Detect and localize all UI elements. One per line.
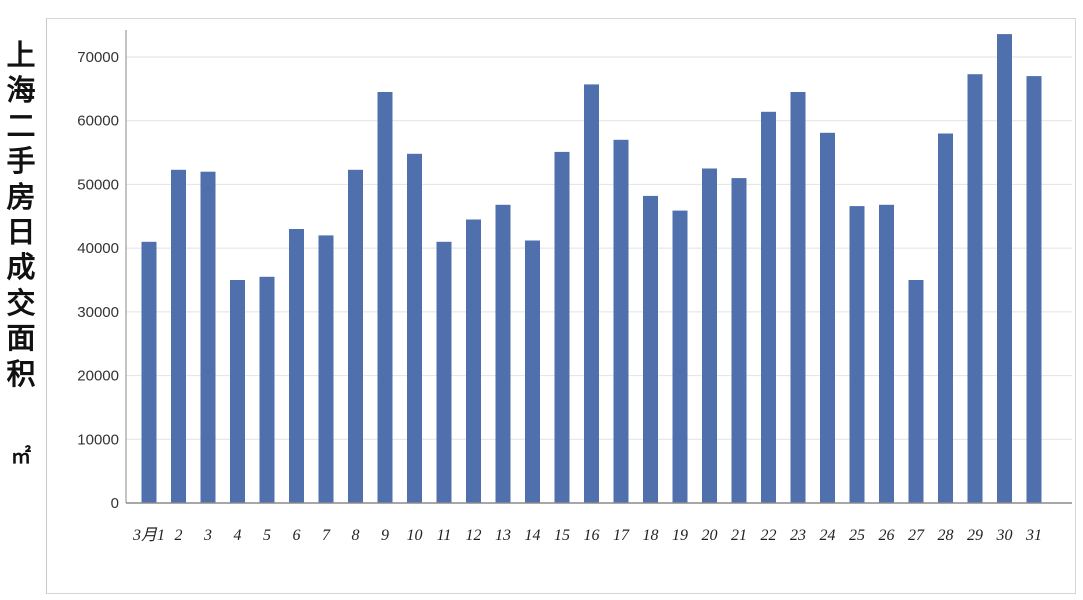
x-tick-label: 11 — [437, 527, 452, 544]
x-tick-label: 31 — [1025, 527, 1042, 544]
y-tick-label: 0 — [111, 495, 119, 512]
x-tick-label: 27 — [908, 527, 925, 544]
x-tick-label: 16 — [584, 527, 600, 544]
bar — [938, 133, 953, 503]
bar — [348, 169, 363, 504]
axis-layer — [125, 30, 1072, 504]
bar — [820, 132, 835, 504]
bar — [908, 280, 924, 503]
x-tick-label: 5 — [263, 527, 271, 544]
bar — [495, 204, 511, 504]
x-tick-label: 8 — [352, 527, 360, 544]
bar — [849, 206, 865, 503]
x-tick-label: 10 — [407, 527, 423, 544]
y-axis-unit: ㎡ — [11, 444, 31, 468]
bar — [731, 178, 747, 503]
bars-layer — [141, 34, 1042, 504]
y-tick-label: 70000 — [77, 49, 119, 66]
x-tick-label: 19 — [672, 527, 688, 544]
bar — [672, 210, 688, 503]
x-tick-label: 18 — [643, 527, 659, 544]
bar — [967, 74, 983, 503]
x-tick-label: 13 — [495, 527, 511, 544]
bar — [643, 195, 658, 503]
bar — [761, 111, 776, 504]
x-tick-label: 30 — [996, 527, 1013, 544]
x-tick-label: 6 — [293, 527, 301, 544]
bar — [436, 241, 452, 504]
y-tick-labels: 0 10000 20000 30000 40000 50000 60000 70000 — [77, 49, 119, 512]
y-tick-label: 10000 — [77, 431, 119, 448]
y-axis-label: 上海二手房日成交面积 — [6, 38, 36, 391]
y-tick-label: 30000 — [77, 304, 119, 321]
x-tick-label: 17 — [613, 527, 630, 544]
bar — [584, 84, 599, 504]
bar — [997, 34, 1012, 503]
bar — [377, 92, 393, 503]
plot-frame — [46, 18, 1076, 594]
x-tick-label: 9 — [381, 527, 389, 544]
x-tick-label: 2 — [175, 527, 183, 544]
bar — [525, 240, 540, 503]
bar — [171, 169, 186, 504]
x-tick-label: 3月1 — [132, 527, 165, 544]
x-tick-label: 3 — [203, 527, 212, 544]
x-tick-label: 22 — [761, 527, 777, 544]
bar — [200, 171, 216, 503]
x-tick-label: 29 — [967, 527, 983, 544]
y-tick-label: 60000 — [77, 113, 119, 130]
bar — [879, 204, 894, 504]
x-tick-label: 14 — [525, 527, 541, 544]
x-tick-label: 24 — [820, 527, 836, 544]
x-tick-label: 7 — [322, 527, 331, 544]
bar — [230, 280, 245, 503]
x-tick-label: 12 — [466, 527, 482, 544]
bar — [554, 151, 570, 503]
x-tick-label: 25 — [849, 527, 865, 544]
x-tick-label: 28 — [938, 527, 954, 544]
bar — [613, 139, 629, 504]
bar — [259, 276, 275, 503]
bar — [407, 153, 422, 504]
bar — [318, 235, 334, 503]
bar — [702, 168, 717, 503]
x-tick-label: 23 — [790, 527, 806, 544]
x-tick-label: 26 — [879, 527, 895, 544]
bar — [289, 229, 304, 503]
y-tick-label: 20000 — [77, 368, 119, 385]
x-tick-labels: 3月1 2 3 4 5 6 7 8 9 10 11 12 13 14 15 16 17 18 19 20 21 22 23 2… — [132, 527, 1042, 544]
bar — [1026, 76, 1042, 503]
y-tick-label: 50000 — [77, 176, 119, 193]
x-tick-label: 20 — [702, 527, 718, 544]
bar — [466, 219, 481, 503]
bar — [141, 241, 157, 504]
x-tick-label: 15 — [554, 527, 570, 544]
y-tick-label: 40000 — [77, 240, 119, 257]
bar — [790, 92, 806, 503]
x-tick-label: 4 — [234, 527, 242, 544]
x-tick-label: 21 — [731, 527, 747, 544]
